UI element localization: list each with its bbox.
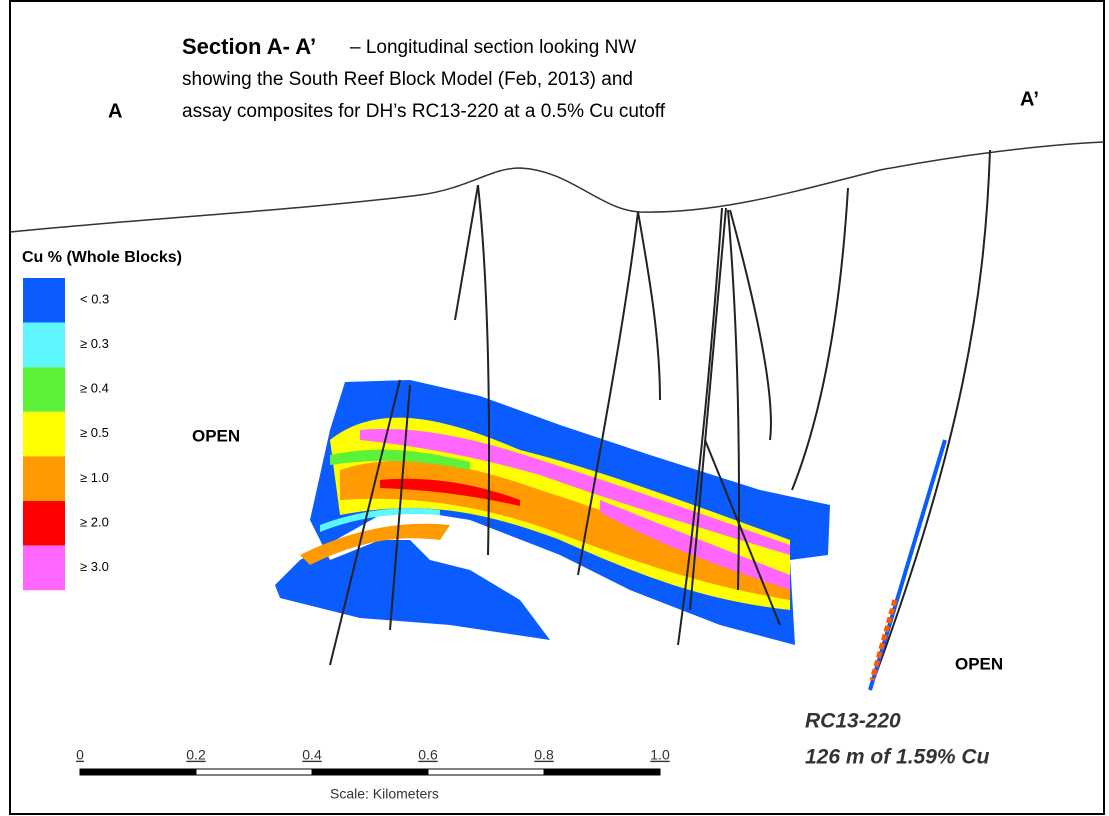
section-end: A’ xyxy=(1020,88,1039,110)
open-label: OPEN xyxy=(955,654,1003,673)
legend-swatch xyxy=(23,456,65,501)
legend-label: ≥ 2.0 xyxy=(80,514,109,529)
legend-label: ≥ 3.0 xyxy=(80,559,109,574)
figure: Section A- A’ – Longitudinal section loo… xyxy=(0,0,1109,816)
open-label: OPEN xyxy=(192,426,240,445)
scale-segment xyxy=(544,769,660,775)
legend-title: Cu % (Whole Blocks) xyxy=(22,249,182,266)
scale-segment xyxy=(312,769,428,775)
scale-tick-label: 0 xyxy=(76,747,84,763)
section-heading: Section A- A’ xyxy=(182,34,316,59)
scale-segment xyxy=(196,769,312,775)
topography xyxy=(10,142,1104,232)
scale-segment xyxy=(428,769,544,775)
scale-tick-label: 0.8 xyxy=(534,747,554,763)
legend-label: ≥ 0.3 xyxy=(80,336,109,351)
title-line: – Longitudinal section looking NW xyxy=(350,37,636,58)
legend-swatch xyxy=(23,278,65,323)
legend-label: < 0.3 xyxy=(80,291,109,306)
legend-swatch xyxy=(23,546,65,591)
hole-name: RC13-220 xyxy=(805,710,901,733)
scale-tick-label: 0.4 xyxy=(302,747,322,763)
legend-label: ≥ 0.4 xyxy=(80,381,109,396)
scale-tick-label: 0.6 xyxy=(418,747,438,763)
legend-swatch xyxy=(23,323,65,368)
scale-tick-label: 0.2 xyxy=(186,747,206,763)
scale-tick-label: 1.0 xyxy=(650,747,670,763)
legend-label: ≥ 0.5 xyxy=(80,425,109,440)
section-end: A xyxy=(108,100,122,122)
scale-segment xyxy=(80,769,196,775)
section-view: Section A- A’ – Longitudinal section loo… xyxy=(0,0,1109,816)
hole-result: 126 m of 1.59% Cu xyxy=(805,746,990,769)
title-line: assay composites for DH’s RC13-220 at a … xyxy=(182,101,666,122)
legend-swatch xyxy=(23,501,65,546)
scale-caption: Scale: Kilometers xyxy=(330,786,439,802)
legend-swatch xyxy=(23,412,65,457)
legend-swatch xyxy=(23,367,65,412)
legend-label: ≥ 1.0 xyxy=(80,470,109,485)
block-model xyxy=(275,380,830,645)
title-line: showing the South Reef Block Model (Feb,… xyxy=(182,69,633,90)
frame xyxy=(10,1,1104,814)
